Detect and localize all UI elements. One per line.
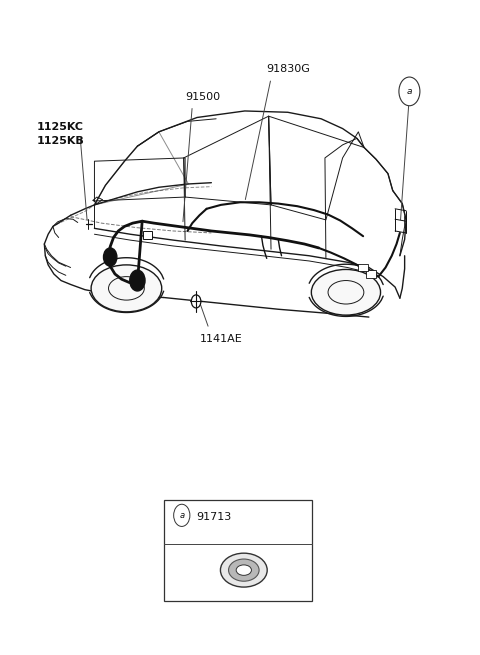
Circle shape <box>174 504 190 527</box>
Ellipse shape <box>236 565 252 575</box>
Text: a: a <box>179 511 184 520</box>
FancyBboxPatch shape <box>143 231 152 239</box>
Circle shape <box>399 77 420 105</box>
Text: 1141AE: 1141AE <box>199 334 242 344</box>
Text: a: a <box>407 87 412 96</box>
Ellipse shape <box>312 269 381 315</box>
Ellipse shape <box>108 276 144 300</box>
FancyBboxPatch shape <box>359 263 368 271</box>
Circle shape <box>130 270 145 291</box>
FancyBboxPatch shape <box>366 270 376 278</box>
Circle shape <box>104 248 117 266</box>
Circle shape <box>192 295 201 308</box>
Ellipse shape <box>328 280 364 304</box>
FancyBboxPatch shape <box>164 500 312 601</box>
Text: 1125KB: 1125KB <box>37 136 85 146</box>
Ellipse shape <box>228 559 259 581</box>
Ellipse shape <box>91 265 162 312</box>
Ellipse shape <box>220 553 267 587</box>
Text: 91713: 91713 <box>196 512 231 521</box>
Text: 1125KC: 1125KC <box>37 122 84 132</box>
Text: 91500: 91500 <box>185 92 220 102</box>
Text: 91830G: 91830G <box>266 64 310 75</box>
